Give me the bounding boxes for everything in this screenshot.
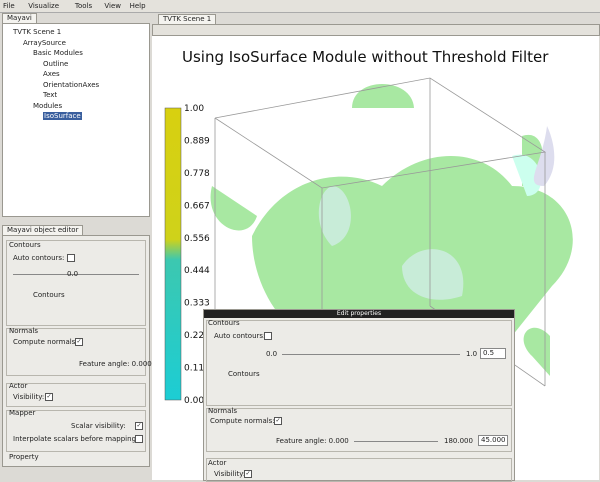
colorbar xyxy=(164,107,182,401)
tree-node[interactable]: ArraySource xyxy=(23,38,66,47)
tab[interactable]: Mayavi xyxy=(2,13,37,23)
checkbox[interactable]: ✓ xyxy=(135,422,143,430)
label: Compute normals: xyxy=(13,338,78,346)
tab[interactable]: Mayavi object editor xyxy=(2,225,84,235)
blob xyxy=(512,154,542,196)
tree-node[interactable]: Modules xyxy=(33,101,63,110)
tree-node[interactable]: Text xyxy=(43,91,58,99)
menu-item[interactable]: Tools xyxy=(74,2,93,10)
label: Interpolate scalars before mapping: xyxy=(13,435,139,443)
checkbox[interactable] xyxy=(135,435,143,443)
tree-node[interactable]: IsoSurface xyxy=(43,112,82,120)
colorbar-label: 0.222 xyxy=(184,331,210,341)
label: Scalar visibility: xyxy=(71,422,126,430)
section-title: Actor xyxy=(9,382,28,390)
blob xyxy=(402,249,464,300)
menu-bar: File Visualize Tools View Help xyxy=(0,0,600,13)
slider[interactable] xyxy=(354,441,438,442)
blob xyxy=(210,186,257,231)
value: 0.0 xyxy=(67,270,79,278)
label: Auto contours: xyxy=(13,254,65,262)
section xyxy=(6,240,146,326)
label: Compute normals: xyxy=(210,417,275,425)
section xyxy=(206,320,512,406)
tree-node[interactable]: TVTK Scene 1 xyxy=(13,28,62,36)
colorbar-label: 0.444 xyxy=(184,266,210,276)
section-title: Actor xyxy=(208,459,227,467)
slider[interactable] xyxy=(282,354,460,355)
isosurface xyxy=(210,84,573,376)
colorbar-label: 0.889 xyxy=(184,136,210,146)
tree-node[interactable]: Outline xyxy=(43,59,69,68)
checkbox[interactable]: ✓ xyxy=(75,338,83,346)
text-input[interactable]: 45.000 xyxy=(478,435,508,446)
menu-item[interactable]: Visualize xyxy=(28,2,60,10)
value: 0.0 xyxy=(266,350,278,358)
blob xyxy=(318,186,351,246)
tree-node[interactable]: Basic Modules xyxy=(33,49,83,57)
section xyxy=(6,328,146,376)
popup: Edit properties Contours Auto contours: … xyxy=(203,309,515,482)
editor-panel: Contours Auto contours: 0.0 Contours Nor… xyxy=(2,235,152,467)
label: Auto contours: xyxy=(214,332,266,340)
label: Contours xyxy=(33,291,65,299)
colorbar-label: 0.667 xyxy=(184,201,210,211)
section-title: Normals xyxy=(9,327,38,335)
colorbar-label: 0.778 xyxy=(184,169,210,179)
blob xyxy=(523,327,550,376)
tree-node[interactable]: OrientationAxes xyxy=(43,80,100,89)
blob xyxy=(533,126,555,186)
section-title: Property xyxy=(9,453,39,461)
menu-item[interactable]: Help xyxy=(129,2,146,10)
section-title: Contours xyxy=(9,241,41,249)
value: 180.000 xyxy=(444,437,473,445)
colorbar-label: 1.00 xyxy=(184,104,204,114)
section-title: Mapper xyxy=(9,409,36,417)
section xyxy=(6,410,146,452)
text-input[interactable]: 0.5 xyxy=(480,348,506,359)
section xyxy=(6,383,146,407)
menu-item[interactable]: File xyxy=(3,2,15,10)
colorbar-labels: 1.00 0.889 0.778 0.667 0.556 0.444 0.333 0.222 0… xyxy=(184,104,210,406)
checkbox[interactable] xyxy=(67,254,75,262)
value: 1.0 xyxy=(466,350,478,358)
colorbar-label: 0.333 xyxy=(184,299,210,309)
label: Feature angle: 0.000 xyxy=(276,437,349,445)
colorbar-label: 0.111 xyxy=(184,364,210,374)
label: Visibility: xyxy=(13,393,45,401)
toolbar xyxy=(152,24,600,36)
checkbox[interactable]: ✓ xyxy=(274,417,282,425)
checkbox[interactable] xyxy=(264,332,272,340)
label: Feature angle: 0.000 xyxy=(79,360,152,368)
tab[interactable]: TVTK Scene 1 xyxy=(158,14,217,24)
popup-title: Edit properties xyxy=(204,310,514,318)
scene-title: Using IsoSurface Module without Threshol… xyxy=(182,48,549,66)
colorbar-label: 0.00 xyxy=(184,396,204,406)
section-title: Normals xyxy=(208,407,237,415)
label: Contours xyxy=(228,370,260,378)
menu-item[interactable]: View xyxy=(104,2,122,10)
section-title: Contours xyxy=(208,319,240,327)
checkbox[interactable]: ✓ xyxy=(45,393,53,401)
tree-panel: TVTK Scene 1 ArraySource Basic Modules Outl… xyxy=(2,23,150,217)
tree-node[interactable]: Axes xyxy=(43,70,60,78)
slider[interactable] xyxy=(13,274,139,275)
checkbox[interactable]: ✓ xyxy=(244,470,252,478)
label: Visibility: xyxy=(214,470,246,478)
section xyxy=(206,408,512,452)
colorbar-label: 0.556 xyxy=(184,234,210,244)
